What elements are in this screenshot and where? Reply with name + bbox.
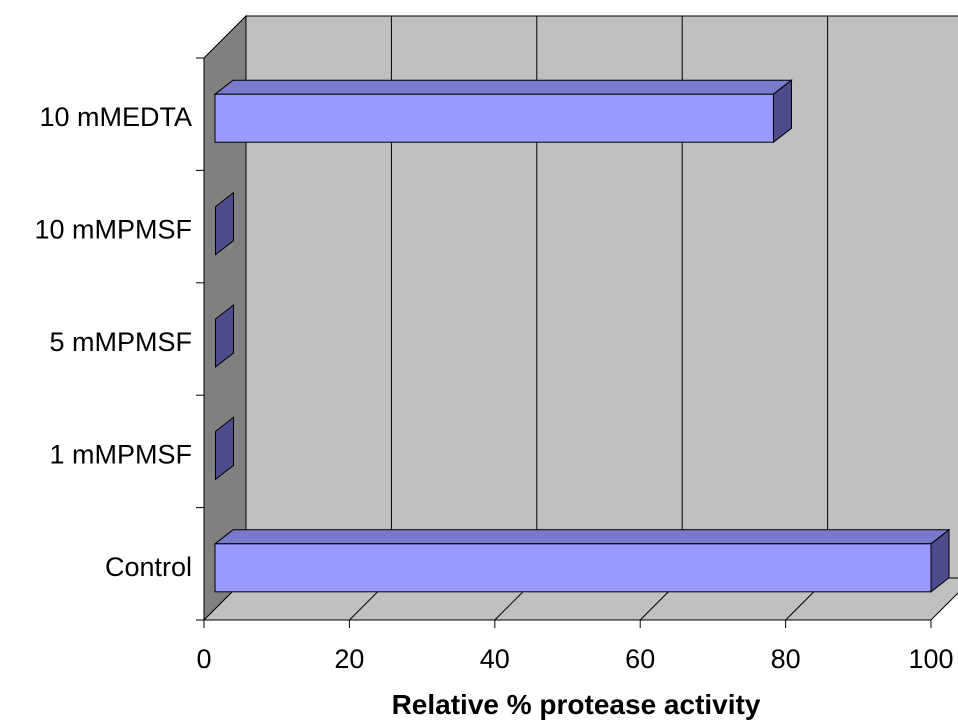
x-tick-label: 60	[625, 644, 655, 674]
x-tick-label: 40	[480, 644, 510, 674]
y-tick-label: 10 mMEDTA	[39, 102, 192, 132]
bar-end-face	[930, 528, 950, 593]
y-tick-label: Control	[105, 552, 192, 582]
bar-control	[213, 528, 951, 593]
bar-5-mmpmsf	[215, 303, 234, 369]
bar-front-face	[214, 93, 774, 143]
bar-front-face	[214, 543, 932, 593]
bar-10-mmedta	[213, 79, 793, 144]
y-tick-label: 10 mMPMSF	[34, 215, 192, 245]
y-tick-labels: Control 1 mMPMSF 5 mMPMSF 10 mMPMSF 10 mMEDT…	[34, 102, 192, 582]
x-tick-label: 100	[908, 644, 953, 674]
x-tick-label: 0	[196, 644, 211, 674]
bar-end-face	[772, 79, 792, 144]
bars	[213, 79, 951, 593]
y-tick-label: 5 mMPMSF	[49, 327, 192, 357]
bar-top-face	[213, 79, 793, 95]
bar-end-face	[215, 191, 234, 256]
x-tick-labels: 0 20 40 60 80 100	[196, 644, 953, 674]
bar-1-mmpmsf	[215, 416, 234, 481]
x-axis-title: Relative % protease activity	[392, 689, 761, 720]
x-tick-label: 80	[771, 644, 801, 674]
y-tick-label: 1 mMPMSF	[49, 439, 192, 469]
bar-10-mmpmsf	[215, 191, 234, 256]
x-tick-label: 20	[334, 644, 364, 674]
bar-top-face	[213, 529, 951, 545]
bar-end-face	[215, 416, 234, 481]
bar-end-face	[215, 303, 234, 369]
axes	[196, 57, 932, 628]
